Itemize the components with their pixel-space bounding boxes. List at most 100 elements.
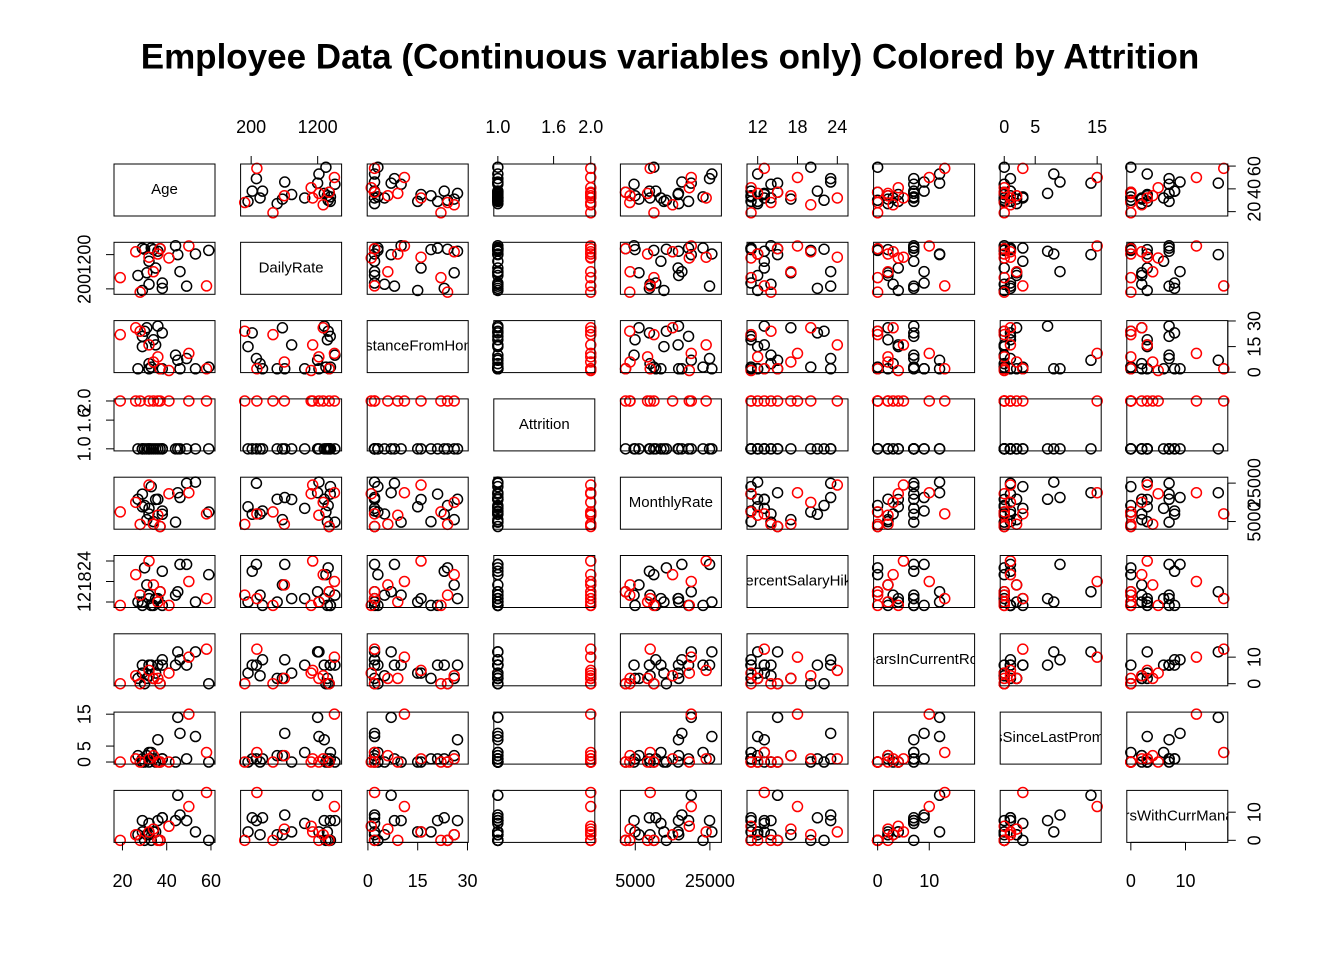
point <box>306 339 319 351</box>
point <box>1212 486 1225 499</box>
point <box>324 814 336 827</box>
x-tick-label: 60 <box>201 871 221 891</box>
point <box>1141 395 1153 407</box>
x-tick-label: 0 <box>999 117 1009 137</box>
point <box>129 496 142 509</box>
point <box>585 322 597 334</box>
point <box>492 480 504 493</box>
point <box>152 509 164 521</box>
point <box>1190 171 1203 184</box>
point <box>908 565 920 577</box>
point <box>492 172 504 185</box>
point <box>163 756 175 768</box>
point <box>1125 746 1137 759</box>
point <box>1054 443 1066 455</box>
point <box>1004 664 1017 677</box>
point <box>1146 579 1159 591</box>
point <box>908 733 920 746</box>
point <box>441 562 454 574</box>
point <box>114 677 127 690</box>
point <box>624 325 636 337</box>
point <box>1174 176 1186 188</box>
point <box>585 568 597 581</box>
point <box>136 488 149 500</box>
point <box>1125 480 1137 493</box>
point <box>892 599 905 612</box>
point <box>242 443 254 455</box>
point <box>1218 508 1230 520</box>
panel-frame <box>113 163 216 217</box>
point <box>908 502 920 515</box>
point <box>202 677 215 690</box>
point <box>143 664 155 677</box>
point <box>415 479 427 491</box>
point <box>1163 592 1175 605</box>
point <box>771 242 784 255</box>
point <box>305 364 317 377</box>
point <box>672 672 685 685</box>
point <box>1141 479 1153 491</box>
point <box>1163 330 1175 343</box>
point <box>136 443 149 455</box>
panel-frame <box>240 711 343 765</box>
point <box>306 664 319 677</box>
point <box>811 659 824 671</box>
point <box>697 443 709 455</box>
point <box>141 267 153 279</box>
point <box>745 834 757 847</box>
x-tick-label: 0 <box>873 871 883 891</box>
point <box>492 727 504 740</box>
point <box>1212 646 1225 658</box>
point <box>492 733 504 746</box>
point <box>644 643 656 655</box>
panel-frame <box>999 398 1102 452</box>
point <box>1212 248 1225 261</box>
point <box>1004 282 1017 295</box>
point <box>758 733 771 746</box>
point <box>267 328 279 341</box>
x-tick-label: 24 <box>827 117 847 137</box>
panel-frame <box>113 398 216 452</box>
point <box>811 443 824 455</box>
point <box>765 828 777 841</box>
point <box>685 651 697 663</box>
point <box>328 171 341 184</box>
point <box>250 477 263 490</box>
point <box>585 651 597 663</box>
point <box>411 195 424 208</box>
point <box>378 669 391 682</box>
point <box>392 834 404 847</box>
point <box>438 812 450 824</box>
point <box>745 334 757 346</box>
point <box>624 672 636 685</box>
point <box>1091 651 1103 663</box>
point <box>492 809 504 821</box>
point <box>676 809 688 821</box>
point <box>305 487 317 500</box>
point <box>1010 395 1023 407</box>
point <box>882 509 894 521</box>
point <box>745 207 757 219</box>
point <box>644 589 656 601</box>
y-tick-label: 15 <box>1245 337 1265 357</box>
point <box>751 363 764 375</box>
point <box>238 589 251 601</box>
point <box>1168 443 1181 455</box>
point <box>1157 443 1170 455</box>
point <box>887 246 899 258</box>
point <box>998 328 1010 341</box>
y-tick-label: 10 <box>1245 647 1265 667</box>
point <box>271 443 283 455</box>
point <box>311 711 324 724</box>
point <box>765 196 777 209</box>
point <box>317 395 329 407</box>
point <box>1163 477 1175 490</box>
point <box>648 207 660 219</box>
y-tick-label: 2.0 <box>75 388 95 413</box>
point <box>368 491 381 504</box>
point <box>435 599 447 612</box>
point <box>882 248 894 260</box>
point <box>908 516 920 528</box>
point <box>706 596 718 608</box>
point <box>451 443 464 455</box>
